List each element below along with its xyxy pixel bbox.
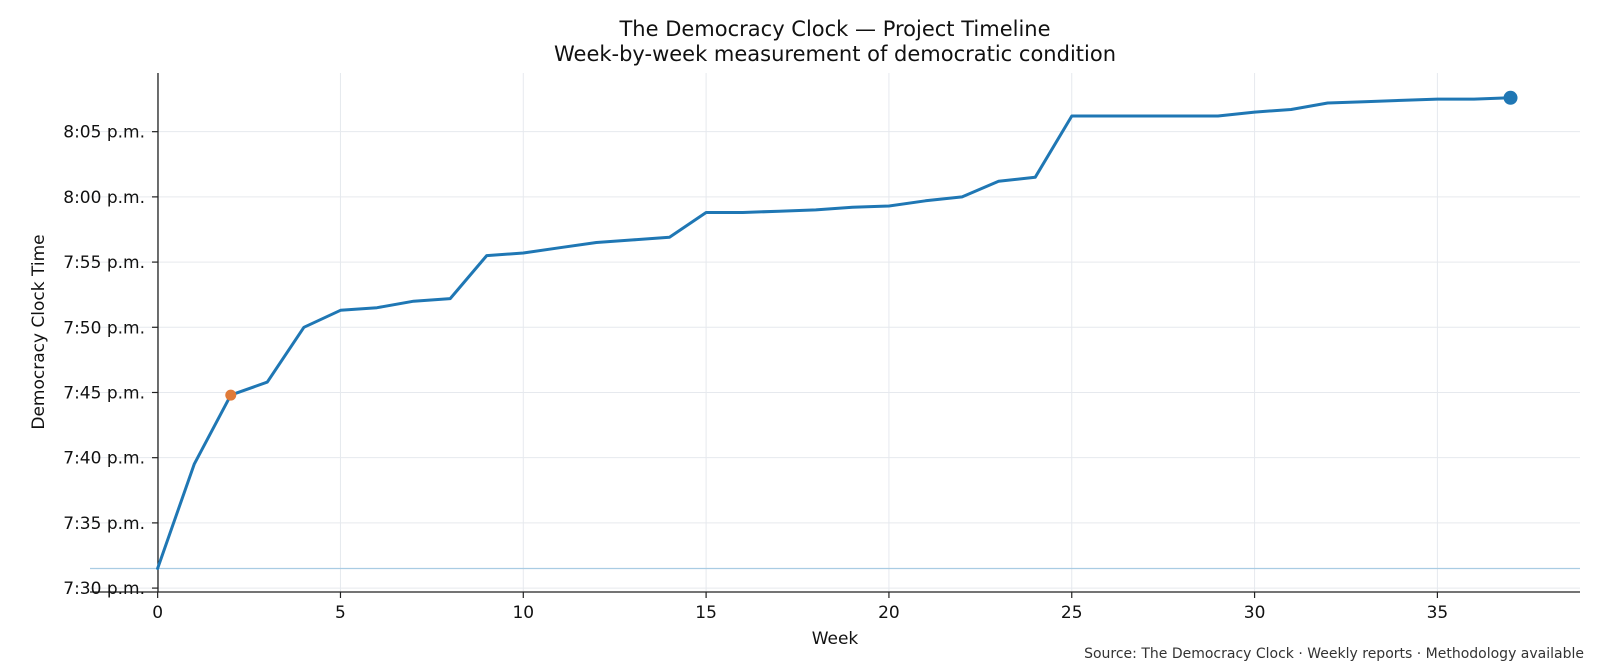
y-tick-label: 7:50 p.m. (63, 318, 145, 338)
chart-subtitle: Week-by-week measurement of democratic c… (554, 42, 1116, 66)
x-tick-label: 30 (1244, 603, 1266, 623)
highlight-points (225, 90, 1518, 401)
y-tick-label: 7:40 p.m. (63, 449, 145, 469)
y-tick-label: 7:45 p.m. (63, 383, 145, 403)
y-tick-label: 8:00 p.m. (63, 188, 145, 208)
grid-lines (90, 73, 1580, 592)
x-tick-label: 20 (878, 603, 900, 623)
series-line (156, 96, 1512, 570)
series-group (156, 96, 1512, 570)
highlight-point (225, 389, 237, 401)
x-ticks: 0 5 10 15 20 25 30 35 (152, 592, 1448, 623)
source-note: Source: The Democracy Clock · Weekly rep… (1084, 646, 1584, 662)
y-axis-label: Democracy Clock Time (29, 234, 49, 429)
highlight-point (1503, 90, 1518, 105)
x-tick-label: 35 (1427, 603, 1449, 623)
x-tick-label: 0 (152, 603, 163, 623)
chart-title: The Democracy Clock — Project Timeline (618, 17, 1050, 41)
y-tick-label: 8:05 p.m. (63, 123, 145, 143)
y-tick-label: 7:35 p.m. (63, 514, 145, 534)
y-ticks: 7:30 p.m. 7:35 p.m. 7:40 p.m. 7:45 p.m. 7:50… (63, 123, 158, 599)
y-tick-label: 7:30 p.m. (63, 579, 145, 599)
x-axis-label: Week (812, 629, 859, 649)
x-tick-label: 5 (335, 603, 346, 623)
x-tick-label: 10 (512, 603, 534, 623)
x-tick-label: 25 (1061, 603, 1083, 623)
y-tick-label: 7:55 p.m. (63, 253, 145, 273)
x-tick-label: 15 (695, 603, 717, 623)
